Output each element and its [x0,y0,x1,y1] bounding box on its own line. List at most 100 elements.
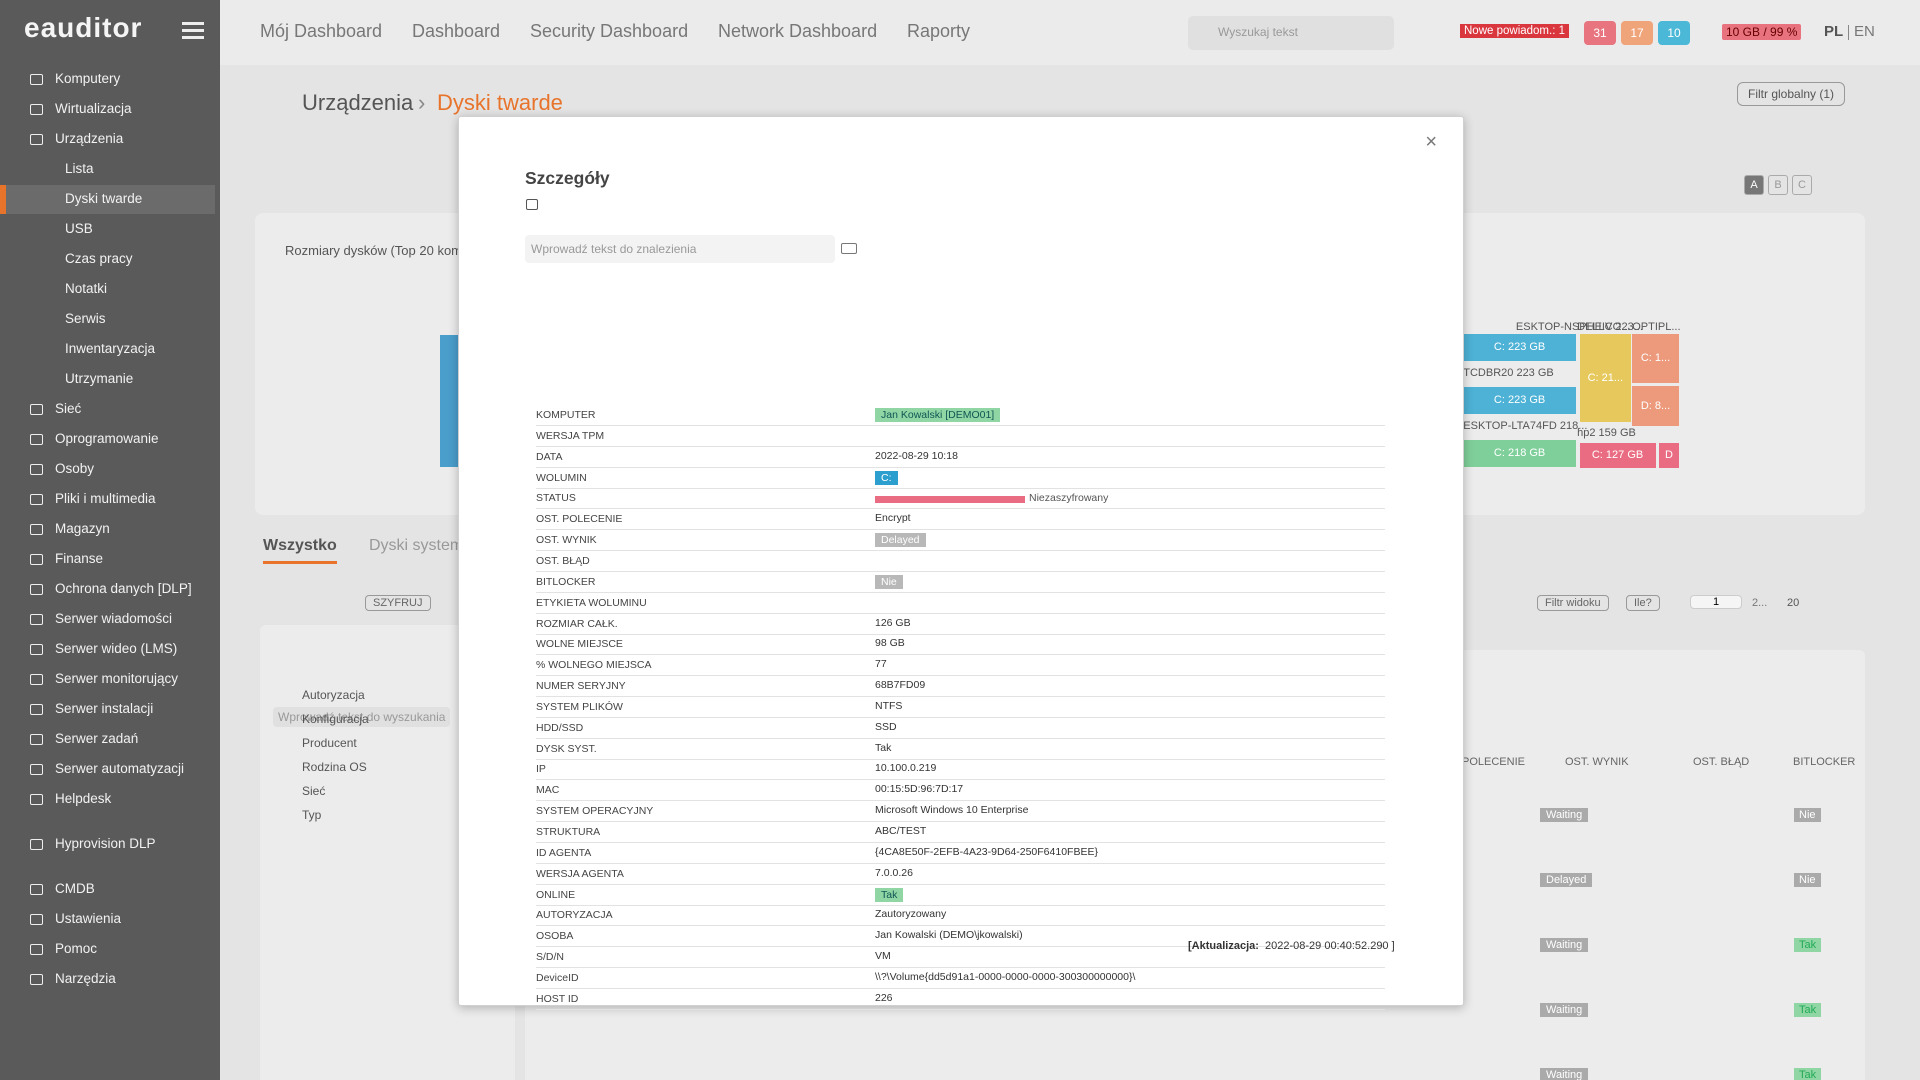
menu-item[interactable]: Osoby [55,461,95,476]
treemap-cell: OPTIPL... [1632,320,1681,333]
counter-badge[interactable]: 17 [1621,21,1653,45]
treemap-cell: C: 223 GB [1463,386,1576,414]
search-box[interactable]: Wyszukaj tekst [1188,16,1394,50]
menu-item[interactable]: Hyprovision DLP [55,836,156,851]
menu-icon [30,839,43,850]
submenu-item[interactable]: Utrzymanie [65,371,134,386]
clear-search[interactable] [841,243,857,254]
submenu-item[interactable]: Lista [65,161,94,176]
detail-label: DYSK SYST. [536,742,597,755]
row-divider [536,967,1385,969]
modal-search[interactable]: Wprowadź tekst do znalezienia [525,235,835,263]
counter-badge[interactable]: 10 [1658,21,1690,45]
nav-link[interactable]: Dashboard [412,21,501,41]
tab[interactable]: Wszystko [263,537,337,564]
menu-item[interactable]: Serwer automatyzacji [55,761,185,776]
submenu-item[interactable]: Notatki [65,281,108,296]
row-divider [536,591,1385,593]
lang[interactable]: EN [1854,23,1875,40]
tree-item[interactable]: Typ [302,808,322,822]
menu-item[interactable]: Helpdesk [55,791,112,806]
view-button[interactable]: B [1768,175,1788,195]
counter-badge[interactable]: 31 [1584,21,1616,45]
row-divider [536,425,1385,426]
menu-item[interactable]: Pliki i multimedia [55,491,156,506]
chart-title: Rozmiary dysków (Top 20 kom [285,243,462,258]
row-divider [536,466,1385,468]
footer-label: [Aktualizacja: [1188,940,1259,952]
print-icon[interactable] [526,199,538,210]
menu-item[interactable]: Oprogramowanie [55,431,159,446]
treemap-cell: ESKTOP-LTA74FD 218... [1463,420,1588,432]
menu-item[interactable]: Magazyn [55,521,110,536]
lang[interactable]: PL [1824,23,1844,40]
menu-item[interactable]: Pomoc [55,941,98,956]
table-search[interactable]: Wprowadź tekst do wyszukania [273,707,451,727]
menu-item[interactable]: Sieć [55,401,82,416]
row-divider [536,570,1385,572]
detail-label: OST. BŁĄD [536,554,590,567]
detail-label: ROZMIAR CAŁK. [536,617,618,630]
menu-item[interactable]: Ochrona danych [DLP] [55,581,192,596]
menu-item[interactable]: Serwer zadań [55,731,139,746]
tab[interactable]: Dyski system [369,537,464,554]
submenu-item[interactable]: Czas pracy [65,251,133,266]
treemap-cell: ESKTOP-NSPHEIV 223... [1515,320,1643,333]
menu-item[interactable]: Ustawienia [55,911,122,926]
submenu-item[interactable]: Dyski twarde [65,191,143,206]
detail-value: Jan Kowalski [DEMO01] [875,408,1001,422]
detail-label: WOLNE MIEJSCE [536,638,623,651]
menu-item[interactable]: CMDB [55,881,95,896]
menu-item[interactable]: Serwer instalacji [55,701,154,716]
row-divider [536,883,1385,885]
menu-item[interactable]: Serwer wiadomości [55,611,173,626]
menu-button[interactable] [182,22,204,25]
menu-item[interactable]: Wirtualizacja [55,101,132,116]
toolbar-button[interactable]: Ile? [1626,595,1660,611]
view-button[interactable]: C [1792,175,1812,195]
menu-item[interactable]: Narzędzia [55,971,116,986]
menu-item[interactable]: Urządzenia [55,131,124,146]
nav-link[interactable]: Security Dashboard [530,21,689,41]
nav-link[interactable]: Raporty [907,21,971,41]
toolbar-button[interactable]: Filtr widoku [1537,595,1609,611]
detail-label: IP [536,763,546,776]
tree-item[interactable]: Rodzina OS [302,760,367,774]
row-divider [536,758,1385,760]
nav-link[interactable]: Mój Dashboard [260,21,383,41]
global-filter[interactable]: Filtr globalny (1) [1737,82,1846,106]
menu-item[interactable]: Serwer wideo (LMS) [55,641,178,656]
menu-item[interactable]: Serwer monitorujący [55,671,179,686]
footer-value: 2022-08-29 00:40:52.290 ] [1265,940,1395,952]
toolbar-button[interactable]: SZYFRUJ [365,595,431,611]
tree-item[interactable]: Autoryzacja [302,688,365,702]
treemap-cell: D: 8... [1632,385,1679,427]
menu-item[interactable]: Komputery [55,71,121,86]
view-button[interactable]: A [1744,175,1764,195]
detail-value: Nie [875,574,903,589]
detail-label: KOMPUTER [536,409,596,421]
submenu-item[interactable]: USB [65,221,93,236]
nav-link[interactable]: Network Dashboard [718,21,878,41]
sidebar: eauditor Komputery Wirtualizacja Urządzenia… [0,0,220,1080]
result-badge: Waiting [1540,1068,1589,1080]
pager-page[interactable]: 1 [1690,595,1742,609]
menu-item[interactable]: Finanse [55,551,104,566]
column-header: BITLOCKER [1793,756,1856,768]
detail-label: STRUKTURA [536,826,601,838]
detail-label: % WOLNEGO MIEJSCA [536,659,652,672]
submenu-item[interactable]: Serwis [65,311,106,326]
close-button[interactable]: × [1425,131,1437,153]
notification[interactable]: Nowe powiadom.: 1 [1460,24,1569,38]
tree-item[interactable]: Producent [302,736,357,750]
pager-next[interactable]: 2... [1752,597,1768,609]
menu-icon [30,794,43,805]
row-divider [536,842,1385,843]
row-divider [536,508,1385,510]
treemap-cell: C: 223 GB [1463,334,1576,362]
tree-item[interactable]: Konfiguracja [302,712,369,726]
tree-item[interactable]: Sieć [302,784,326,798]
detail-label: OST. WYNIK [536,534,597,547]
submenu-item[interactable]: Inwentaryzacja [65,341,156,356]
pager-size[interactable]: 20 [1787,597,1800,609]
